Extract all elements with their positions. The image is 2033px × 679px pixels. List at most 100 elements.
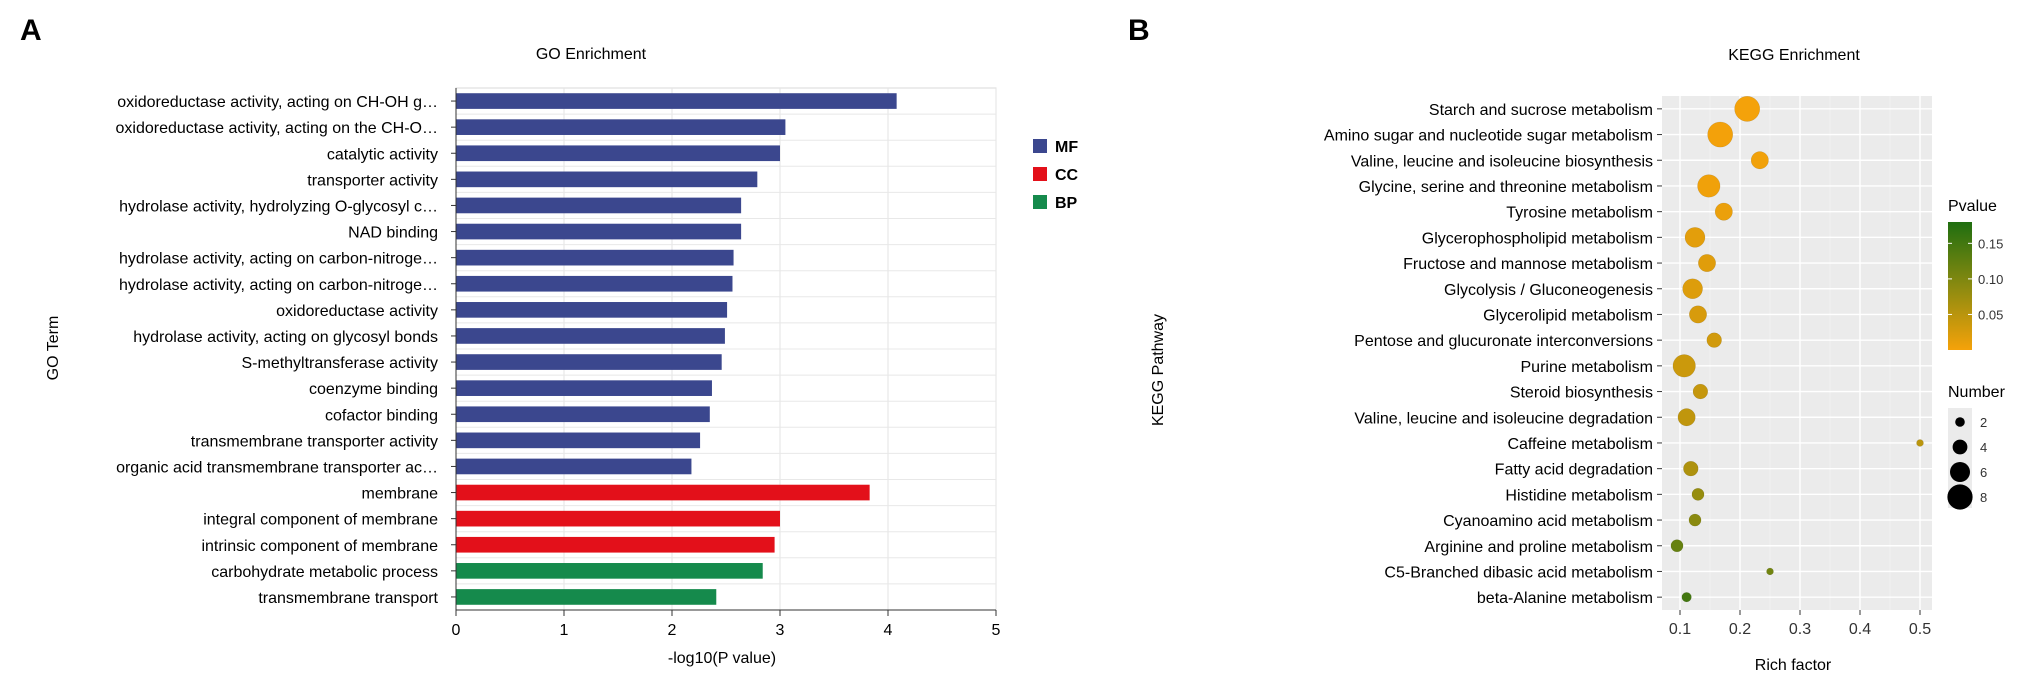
go-legend-swatch-mf (1033, 139, 1047, 153)
kegg-x-axis-label: Rich factor (1755, 657, 1832, 674)
number-legend-label: 8 (1980, 490, 1987, 505)
kegg-bubble (1681, 592, 1692, 603)
kegg-bubble (1766, 567, 1774, 576)
go-term-label: oxidoreductase activity (276, 303, 438, 320)
kegg-pathway-label: C5-Branched dibasic acid metabolism (1384, 564, 1653, 581)
kegg-x-tick-label: 0.1 (1669, 621, 1691, 638)
kegg-x-tick-label: 0.3 (1789, 621, 1811, 638)
kegg-bubble (1697, 174, 1721, 198)
go-term-label: hydrolase activity, hydrolyzing O-glycos… (119, 198, 438, 215)
kegg-x-tick-label: 0.5 (1909, 621, 1931, 638)
number-legend-dot (1947, 484, 1973, 510)
pvalue-tick-label: 0.10 (1978, 272, 2003, 287)
pvalue-tick-label: 0.15 (1978, 236, 2003, 251)
kegg-bubble (1734, 96, 1761, 122)
kegg-pathway-label: Valine, leucine and isoleucine degradati… (1354, 410, 1653, 427)
go-term-label: integral component of membrane (203, 512, 438, 529)
go-bar-mf (456, 275, 733, 292)
number-legend-label: 6 (1980, 465, 1987, 480)
go-term-label: cofactor binding (325, 407, 438, 424)
go-bar-cc (456, 484, 870, 501)
go-bar-mf (456, 171, 758, 188)
go-term-label: oxidoreductase activity, acting on CH-OH… (117, 94, 438, 111)
go-bar-cc (456, 510, 780, 527)
go-x-tick-label: 5 (992, 622, 1001, 639)
kegg-pathway-label: Purine metabolism (1521, 359, 1654, 376)
number-legend-dot (1955, 417, 1965, 427)
kegg-bubble (1689, 305, 1707, 324)
kegg-bubble (1683, 461, 1699, 477)
kegg-plot-area (1662, 96, 1932, 610)
kegg-enrichment-plot: 0.1 0.2 0.3 0.4 0.5 Starch and sucrose metabo… (1324, 96, 2003, 638)
kegg-bubble (1670, 539, 1684, 553)
go-term-label: transmembrane transporter activity (191, 433, 438, 450)
panel-label-b: B (1128, 14, 1150, 47)
go-bar-mf (456, 432, 701, 449)
go-legend-label-cc: CC (1055, 167, 1079, 184)
kegg-bubble (1707, 121, 1734, 148)
go-bar-cc (456, 536, 775, 553)
kegg-bubble (1714, 202, 1733, 221)
go-enrichment-plot: 0 1 2 3 4 5 oxidoreductase activity, acting on… (115, 87, 1079, 639)
kegg-bubble (1916, 439, 1924, 447)
kegg-bubble (1682, 278, 1703, 299)
go-term-label: hydrolase activity, acting on carbon-nit… (119, 251, 438, 268)
go-x-tick-label: 2 (668, 622, 677, 639)
kegg-pathway-label: Arginine and proline metabolism (1424, 539, 1653, 556)
go-bar-mf (456, 145, 780, 162)
pvalue-legend-title: Pvalue (1948, 198, 1997, 215)
go-legend-swatch-cc (1033, 167, 1047, 181)
kegg-pathway-label: Glycerophospholipid metabolism (1422, 230, 1653, 247)
go-bar-mf (456, 119, 786, 135)
go-term-label: transmembrane transport (258, 590, 438, 607)
go-bar-mf (456, 458, 692, 475)
kegg-pathway-label: Steroid biosynthesis (1510, 385, 1653, 402)
go-bar-mf (456, 93, 897, 109)
go-bar-mf (456, 302, 728, 318)
go-chart-title: GO Enrichment (536, 46, 647, 63)
kegg-bubble (1672, 354, 1696, 378)
kegg-x-tick-label: 0.4 (1849, 621, 1871, 638)
number-legend-title: Number (1948, 384, 2006, 401)
kegg-pathway-label: Histidine metabolism (1505, 487, 1653, 504)
kegg-x-tick-label: 0.2 (1729, 621, 1751, 638)
go-term-label: transporter activity (307, 172, 438, 189)
number-legend-dot (1950, 462, 1970, 482)
pvalue-tick-label: 0.05 (1978, 307, 2003, 322)
kegg-bubble (1688, 513, 1702, 527)
go-bar-mf (456, 328, 725, 344)
kegg-pathway-label: Glycerolipid metabolism (1483, 307, 1653, 324)
kegg-pathway-label: Fatty acid degradation (1495, 462, 1653, 479)
kegg-pathway-label: Pentose and glucuronate interconversions (1354, 333, 1653, 350)
go-term-label: oxidoreductase activity, acting on the C… (115, 120, 438, 137)
kegg-pathway-label: Valine, leucine and isoleucine biosynthe… (1351, 153, 1653, 170)
go-legend-label-mf: MF (1055, 139, 1078, 156)
kegg-pathway-label: Starch and sucrose metabolism (1429, 102, 1653, 119)
go-term-label: organic acid transmembrane transporter a… (116, 459, 438, 476)
go-bar-mf (456, 197, 742, 214)
go-legend-swatch-bp (1033, 195, 1047, 209)
go-term-label: hydrolase activity, acting on carbon-nit… (119, 277, 438, 294)
kegg-bubble (1706, 332, 1722, 348)
go-x-tick-label: 3 (776, 622, 785, 639)
go-term-label: coenzyme binding (309, 381, 438, 398)
kegg-y-axis-label: KEGG Pathway (1150, 314, 1167, 426)
go-bar-mf (456, 406, 710, 423)
kegg-bubble (1677, 408, 1696, 427)
number-legend-dot (1952, 439, 1968, 455)
go-term-label: S-methyltransferase activity (241, 355, 438, 372)
go-bar-mf (456, 380, 712, 396)
kegg-pathway-label: Glycine, serine and threonine metabolism (1359, 179, 1653, 196)
number-legend-label: 2 (1980, 415, 1987, 430)
kegg-bubble (1698, 254, 1716, 272)
go-term-label: NAD binding (348, 225, 438, 242)
go-x-tick-label: 4 (884, 622, 893, 639)
go-bar-mf (456, 354, 722, 370)
kegg-pathway-label: beta-Alanine metabolism (1477, 590, 1653, 607)
kegg-bubble (1750, 151, 1769, 170)
go-term-label: membrane (362, 486, 439, 503)
kegg-pathway-label: Cyanoamino acid metabolism (1443, 513, 1653, 530)
kegg-pathway-label: Tyrosine metabolism (1506, 205, 1653, 222)
go-x-tick-label: 0 (452, 622, 461, 639)
